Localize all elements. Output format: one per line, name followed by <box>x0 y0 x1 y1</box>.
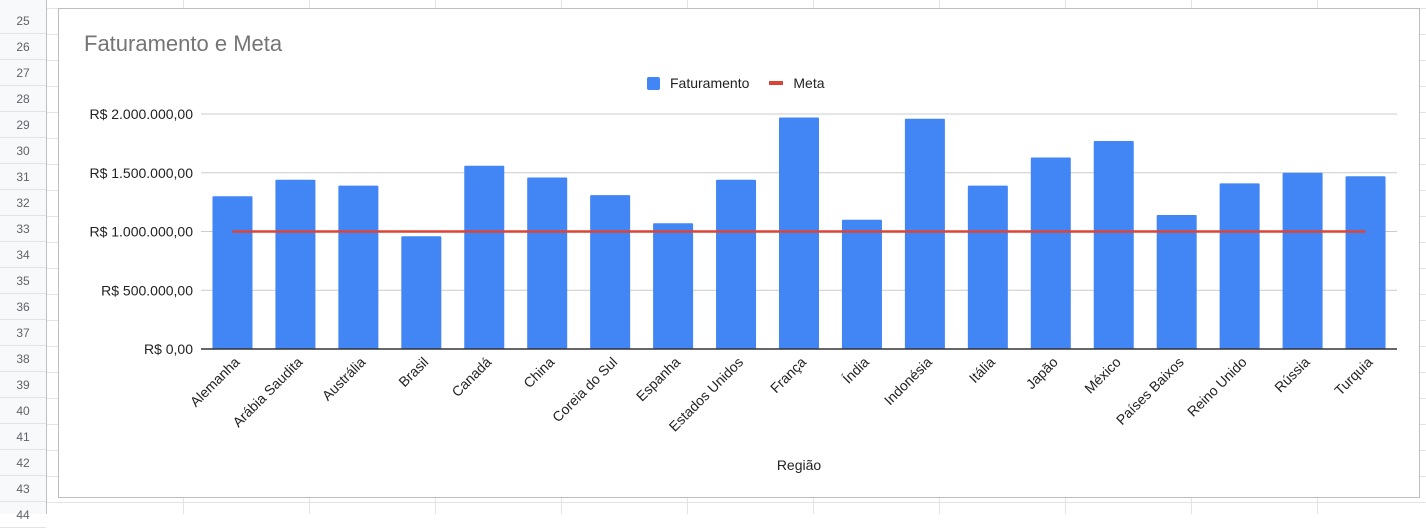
bar-arábia-saudita[interactable] <box>275 179 316 349</box>
row-number[interactable]: 32 <box>0 190 46 216</box>
x-tick-label: Brasil <box>395 354 431 390</box>
row-number[interactable]: 37 <box>0 320 46 346</box>
row-number[interactable]: 27 <box>0 60 46 86</box>
bar-reino-unido[interactable] <box>1219 183 1260 349</box>
legend-item-faturamento[interactable]: Faturamento <box>647 75 749 91</box>
x-tick-label: Coreia do Sul <box>549 354 620 425</box>
x-axis-title: Região <box>776 457 822 473</box>
y-tick-label: R$ 2.000.000,00 <box>89 106 193 122</box>
x-tick-label: Alemanha <box>187 354 243 410</box>
bar-espanha[interactable] <box>653 223 694 349</box>
bar-indonésia[interactable] <box>904 118 945 349</box>
bar-turquia[interactable] <box>1345 176 1386 349</box>
legend-swatch-meta <box>769 81 784 85</box>
bar-canadá[interactable] <box>464 165 505 349</box>
x-tick-label: Austrália <box>319 354 369 404</box>
x-tick-label: Índia <box>839 354 872 387</box>
x-tick-label: Itália <box>966 354 998 386</box>
x-tick-label: França <box>767 354 809 396</box>
legend-label-meta: Meta <box>793 75 825 91</box>
row-number[interactable]: 25 <box>0 8 46 34</box>
row-number[interactable]: 36 <box>0 294 46 320</box>
y-tick-label: R$ 1.000.000,00 <box>89 224 193 240</box>
legend-swatch-faturamento <box>647 76 660 90</box>
x-tick-label: Japão <box>1023 354 1061 392</box>
bar-alemanha[interactable] <box>212 196 253 349</box>
row-number[interactable]: 38 <box>0 346 46 372</box>
bar-méxico[interactable] <box>1093 141 1134 349</box>
row-number[interactable]: 28 <box>0 86 46 112</box>
row-number[interactable]: 33 <box>0 216 46 242</box>
row-number[interactable]: 35 <box>0 268 46 294</box>
chart[interactable]: Faturamento e Meta Faturamento Meta R$ 0… <box>58 8 1420 498</box>
x-tick-label: Países Baixos <box>1113 354 1187 428</box>
row-number[interactable]: 41 <box>0 424 46 450</box>
sheet-row-line <box>47 502 1426 503</box>
chart-legend: Faturamento Meta <box>647 73 845 93</box>
bar-brasil[interactable] <box>401 236 442 349</box>
x-tick-label: Canadá <box>448 354 494 400</box>
x-tick-label: México <box>1081 354 1124 397</box>
row-number[interactable]: 29 <box>0 112 46 138</box>
bar-coreia-do-sul[interactable] <box>590 195 631 349</box>
row-header-column: 25 26 27 28 29 30 31 32 33 34 35 36 37 38 39 40 41 42 43 44 <box>0 0 47 528</box>
bar-frança[interactable] <box>779 117 819 350</box>
x-tick-label: Turquia <box>1331 354 1376 399</box>
row-number[interactable]: 43 <box>0 476 46 502</box>
x-tick-label: Rússia <box>1271 354 1313 396</box>
x-tick-label: Indonésia <box>881 354 935 408</box>
row-number[interactable]: 40 <box>0 398 46 424</box>
plot-area: R$ 0,00 R$ 500.000,00 R$ 1.000.000,00 R$ 1.… <box>89 106 1397 434</box>
bar-rússia[interactable] <box>1282 172 1323 349</box>
bar-austrália[interactable] <box>338 185 379 349</box>
row-number[interactable]: 44 <box>0 502 46 528</box>
row-number[interactable]: 34 <box>0 242 46 268</box>
row-number[interactable]: 31 <box>0 164 46 190</box>
x-tick-label: Reino Unido <box>1184 354 1250 420</box>
y-tick-label: R$ 1.500.000,00 <box>89 165 193 181</box>
bar-china[interactable] <box>527 177 568 349</box>
legend-label-faturamento: Faturamento <box>670 75 750 91</box>
row-number[interactable]: 26 <box>0 34 46 60</box>
bar-índia[interactable] <box>841 219 882 349</box>
bar-itália[interactable] <box>967 185 1008 349</box>
bar-países-baixos[interactable] <box>1156 215 1197 349</box>
legend-item-meta[interactable]: Meta <box>769 75 825 91</box>
bar-estados-unidos[interactable] <box>716 179 757 349</box>
y-tick-label: R$ 500.000,00 <box>101 282 193 298</box>
x-tick-label: Espanha <box>633 354 684 405</box>
x-tick-label: China <box>520 354 557 391</box>
row-number[interactable]: 39 <box>0 372 46 398</box>
row-number[interactable]: 30 <box>0 138 46 164</box>
row-number[interactable]: 42 <box>0 450 46 476</box>
y-tick-label: R$ 0,00 <box>144 341 193 357</box>
chart-title: Faturamento e Meta <box>84 31 283 56</box>
bar-japão[interactable] <box>1030 157 1071 349</box>
